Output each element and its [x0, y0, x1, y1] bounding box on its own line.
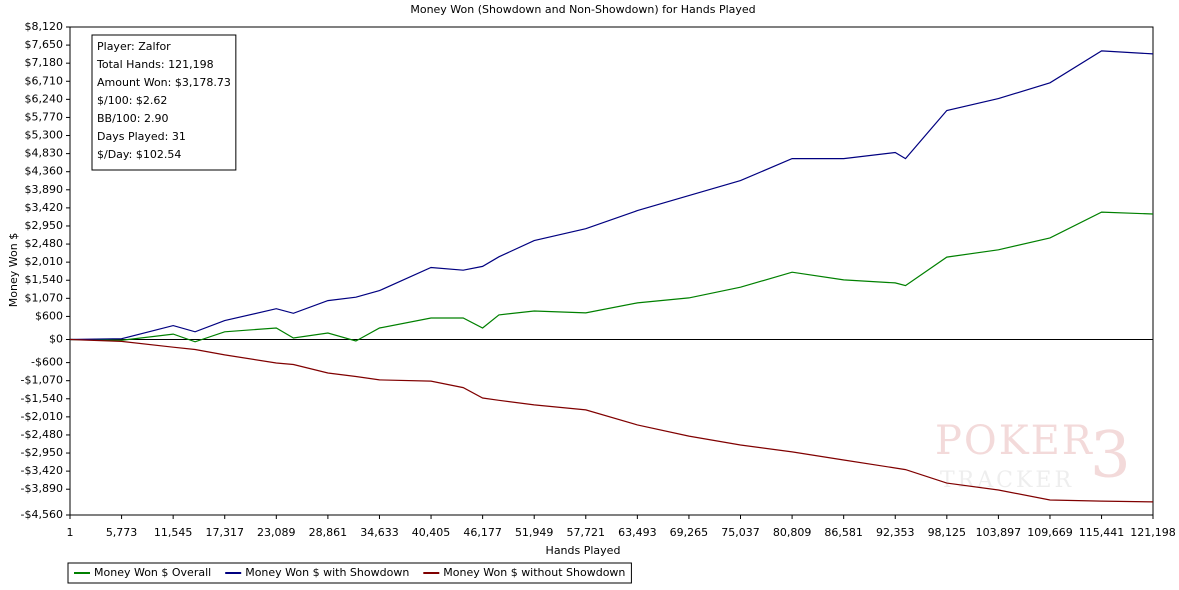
legend-label: Money Won $ Overall: [94, 566, 211, 579]
x-axis-label: Hands Played: [546, 544, 621, 557]
y-tick-label: $4,360: [25, 165, 64, 178]
x-tick-label: 17,317: [205, 526, 244, 539]
x-tick-label: 115,441: [1079, 526, 1125, 539]
y-tick-label: -$2,950: [21, 446, 63, 459]
y-tick-label: $3,890: [25, 183, 64, 196]
watermark: TRACKER: [940, 468, 1074, 493]
info-line: Days Played: 31: [97, 130, 186, 143]
y-tick-label: $6,240: [25, 92, 64, 105]
y-tick-label: -$3,420: [21, 464, 63, 477]
plot-frame: [69, 26, 1154, 516]
x-tick-label: 57,721: [567, 526, 606, 539]
x-tick-label: 92,353: [876, 526, 915, 539]
info-line: Total Hands: 121,198: [96, 58, 214, 71]
info-box: [91, 34, 237, 171]
y-tick-label: $8,120: [25, 20, 64, 33]
x-tick-label: 40,405: [412, 526, 451, 539]
watermark: POKER: [935, 418, 1094, 464]
y-tick-label: $5,300: [25, 129, 64, 142]
y-tick-label: -$3,890: [21, 482, 63, 495]
y-tick-label: $7,650: [25, 38, 64, 51]
y-axis-label: Money Won $: [7, 233, 20, 307]
x-tick-label: 34,633: [360, 526, 399, 539]
y-tick-label: $3,420: [25, 201, 64, 214]
y-tick-label: $2,950: [25, 219, 64, 232]
watermark: 3: [1090, 419, 1131, 493]
y-tick-label: -$600: [31, 356, 63, 369]
x-tick-label: 63,493: [618, 526, 657, 539]
info-line: BB/100: 2.90: [97, 112, 169, 125]
y-tick-label: $7,180: [25, 56, 64, 69]
y-tick-label: $1,070: [25, 291, 64, 304]
legend-label: Money Won $ without Showdown: [443, 566, 625, 579]
series-line: [69, 50, 1154, 341]
info-line: Amount Won: $3,178.73: [97, 76, 231, 89]
y-tick-label: -$2,480: [21, 428, 63, 441]
y-tick-label: $1,540: [25, 273, 64, 286]
series-line: [69, 338, 1154, 503]
chart-title: Money Won (Showdown and Non-Showdown) fo…: [410, 3, 755, 16]
y-tick-label: $0: [49, 333, 63, 346]
y-tick-label: $600: [35, 309, 63, 322]
x-tick-label: 103,897: [976, 526, 1022, 539]
y-tick-label: $2,010: [25, 255, 64, 268]
x-tick-label: 86,581: [824, 526, 863, 539]
y-tick-label: -$1,070: [21, 374, 63, 387]
x-tick-label: 69,265: [670, 526, 709, 539]
y-tick-label: -$2,010: [21, 410, 63, 423]
x-tick-label: 23,089: [257, 526, 296, 539]
x-tick-label: 51,949: [515, 526, 554, 539]
y-tick-label: -$1,540: [21, 392, 63, 405]
info-line: $/Day: $102.54: [97, 148, 181, 161]
x-tick-label: 98,125: [928, 526, 967, 539]
y-tick-label: $5,770: [25, 110, 64, 123]
x-tick-label: 109,669: [1027, 526, 1073, 539]
info-line: $/100: $2.62: [97, 94, 167, 107]
x-tick-label: 46,177: [463, 526, 502, 539]
y-tick-label: $2,480: [25, 237, 64, 250]
x-tick-label: 28,861: [309, 526, 348, 539]
y-tick-label: $6,710: [25, 74, 64, 87]
info-line: Player: Zalfor: [97, 40, 171, 53]
x-tick-label: 1: [67, 526, 74, 539]
legend: [67, 562, 632, 584]
series-line: [69, 211, 1154, 343]
x-tick-label: 75,037: [721, 526, 760, 539]
x-tick-label: 5,773: [106, 526, 138, 539]
x-tick-label: 11,545: [154, 526, 193, 539]
y-tick-label: -$4,560: [21, 508, 63, 521]
x-tick-label: 121,198: [1130, 526, 1176, 539]
legend-label: Money Won $ with Showdown: [245, 566, 409, 579]
y-tick-label: $4,830: [25, 147, 64, 160]
x-tick-label: 80,809: [773, 526, 812, 539]
